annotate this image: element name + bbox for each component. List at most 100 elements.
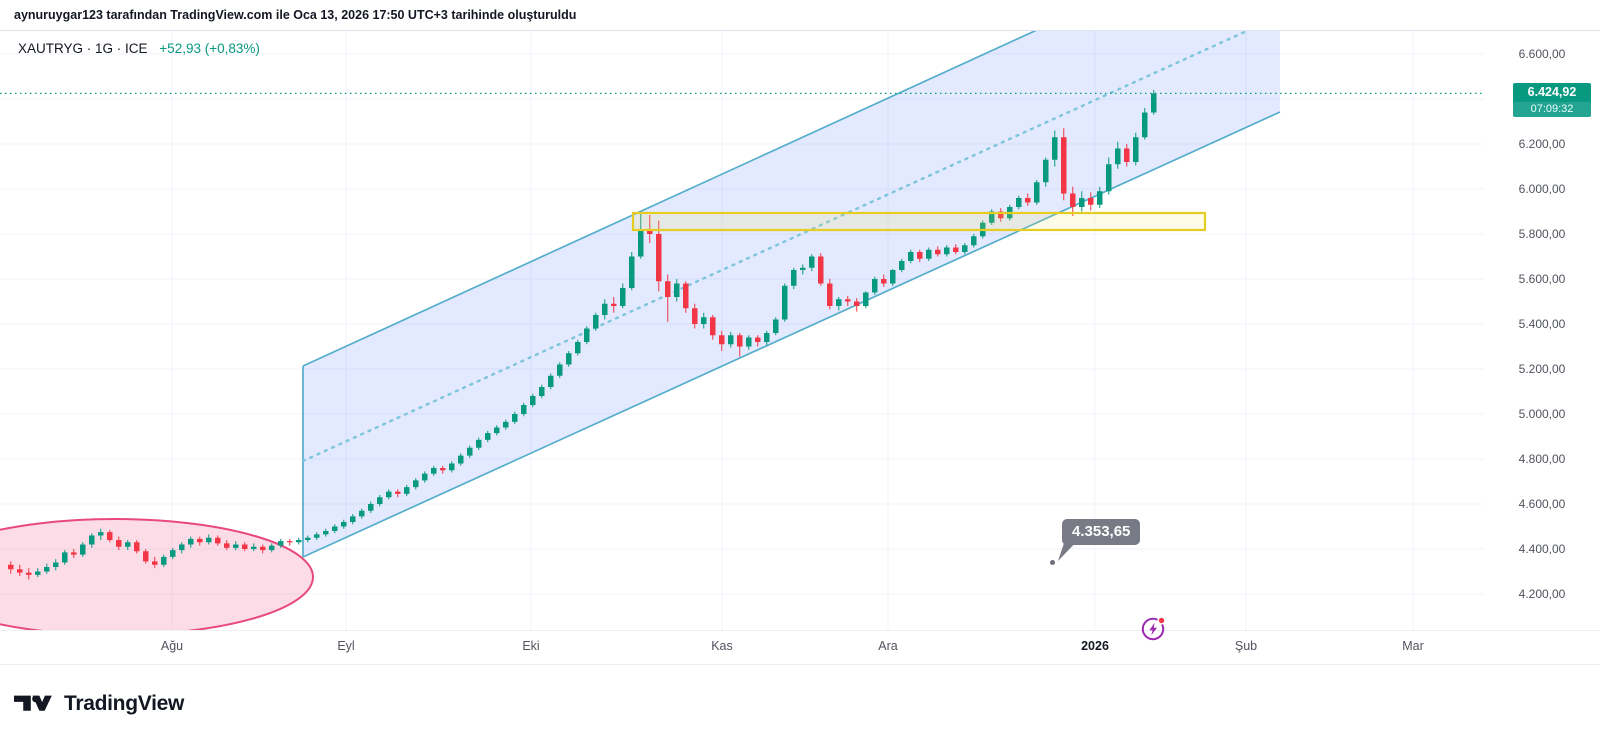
channel-upper-line — [302, 31, 1037, 367]
candle-body — [260, 546, 266, 551]
candle-body — [935, 249, 941, 255]
candle-body — [386, 491, 392, 498]
candle-body — [98, 532, 104, 536]
candle-body — [323, 531, 329, 535]
ellipse-drawing[interactable] — [0, 518, 314, 630]
candle-body — [1025, 198, 1031, 203]
footer-bar: TradingView — [0, 664, 1600, 742]
candle-body — [755, 337, 761, 342]
candle-body — [134, 542, 140, 552]
candle-body — [818, 256, 824, 284]
symbol-title[interactable]: XAUTRYG · 1G · ICE — [18, 41, 148, 56]
time-tick-label: Mar — [1402, 639, 1424, 653]
brand-name: TradingView — [64, 691, 185, 715]
candle-body — [521, 405, 527, 414]
candle-body — [1052, 137, 1058, 160]
candle-body — [1088, 198, 1094, 205]
candle-body — [1133, 137, 1139, 162]
rectangle-drawing[interactable] — [631, 211, 1207, 232]
candle-body — [638, 229, 644, 257]
price-tick-label: 6.000,00 — [1518, 182, 1566, 196]
candle-body — [359, 510, 365, 517]
candle-body — [845, 299, 851, 302]
flash-event-icon[interactable] — [1140, 615, 1167, 642]
chart-pane[interactable]: XAUTRYG · 1G · ICE +52,93 (+0,83%) 6.600… — [0, 31, 1600, 630]
price-tick-label: 4.800,00 — [1518, 452, 1566, 466]
candle-body — [269, 545, 275, 551]
attribution-bar: aynuruygar123 tarafından TradingView.com… — [0, 0, 1600, 31]
lightning-bolt-icon — [1149, 622, 1157, 636]
candle-body — [179, 544, 185, 551]
candle-body — [593, 315, 599, 329]
price-tick-label: 6.200,00 — [1518, 137, 1566, 151]
candle-body — [1016, 198, 1022, 207]
candle-body — [62, 552, 68, 563]
candle-body — [485, 433, 491, 440]
price-tick-label: 5.400,00 — [1518, 317, 1566, 331]
candle-body — [674, 283, 680, 297]
candle-body — [395, 491, 401, 494]
candles[interactable] — [8, 90, 1157, 580]
price-tick-label: 5.800,00 — [1518, 227, 1566, 241]
candlestick-chart[interactable] — [0, 31, 1484, 630]
candle-body — [1034, 182, 1040, 203]
candle-body — [611, 303, 617, 306]
time-tick-label: Ara — [878, 639, 898, 653]
candle-body — [503, 421, 509, 428]
candle-body — [1151, 93, 1157, 113]
candle-body — [890, 270, 896, 284]
tradingview-logo[interactable]: TradingView — [14, 692, 184, 716]
time-tick-label: Şub — [1234, 639, 1258, 653]
candle-body — [35, 571, 41, 575]
candle-body — [80, 544, 86, 555]
time-tick-label: Ağu — [160, 639, 184, 653]
price-axis[interactable]: 6.600,00 6.200,00 6.000,00 5.800,00 5.600,00… — [1484, 31, 1600, 630]
candle-body — [350, 516, 356, 522]
candle-body — [764, 333, 770, 342]
candle-body — [161, 556, 167, 565]
tradingview-logo-mark — [14, 695, 52, 711]
candle-body — [728, 335, 734, 345]
candle-body — [773, 319, 779, 333]
candle-body — [1043, 159, 1049, 183]
candle-body — [629, 256, 635, 288]
candle-body — [197, 538, 203, 543]
candle-body — [26, 572, 32, 575]
symbol-legend[interactable]: XAUTRYG · 1G · ICE +52,93 (+0,83%) — [18, 41, 260, 56]
candle-body — [89, 535, 95, 545]
candle-body — [809, 256, 815, 268]
candle-body — [683, 283, 689, 309]
candle-body — [872, 279, 878, 293]
candle-body — [827, 283, 833, 306]
price-tick-label: 6.600,00 — [1518, 47, 1566, 61]
candle-body — [719, 335, 725, 345]
notification-dot — [1157, 616, 1166, 625]
callout-text: 4.353,65 — [1072, 523, 1131, 540]
candle-body — [512, 414, 518, 422]
candle-body — [710, 317, 716, 336]
last-price-value: 6.424,92 — [1513, 83, 1591, 103]
candle-body — [566, 353, 572, 365]
candle-body — [584, 328, 590, 342]
flash-circle — [1141, 617, 1165, 641]
candle-body — [989, 211, 995, 223]
candle-body — [1070, 193, 1076, 207]
time-tick-label: Eki — [522, 639, 540, 653]
candle-body — [125, 542, 131, 547]
channel-fill — [303, 31, 1280, 557]
candle-body — [494, 427, 500, 434]
price-callout[interactable]: 4.353,65 — [1058, 519, 1141, 561]
candle-body — [899, 261, 905, 270]
price-tick-label: 4.400,00 — [1518, 542, 1566, 556]
price-tick-label: 4.200,00 — [1518, 587, 1566, 601]
candle-body — [701, 317, 707, 324]
candle-body — [377, 497, 383, 504]
candle-body — [881, 279, 887, 284]
time-axis[interactable]: Ağu Eyl Eki Kas Ara 2026 Şub Mar — [0, 630, 1600, 665]
candle-body — [791, 270, 797, 286]
candle-body — [206, 537, 212, 543]
candle-body — [836, 299, 842, 306]
price-tick-label: 5.200,00 — [1518, 362, 1566, 376]
trend-channel-drawing[interactable] — [301, 31, 1281, 558]
